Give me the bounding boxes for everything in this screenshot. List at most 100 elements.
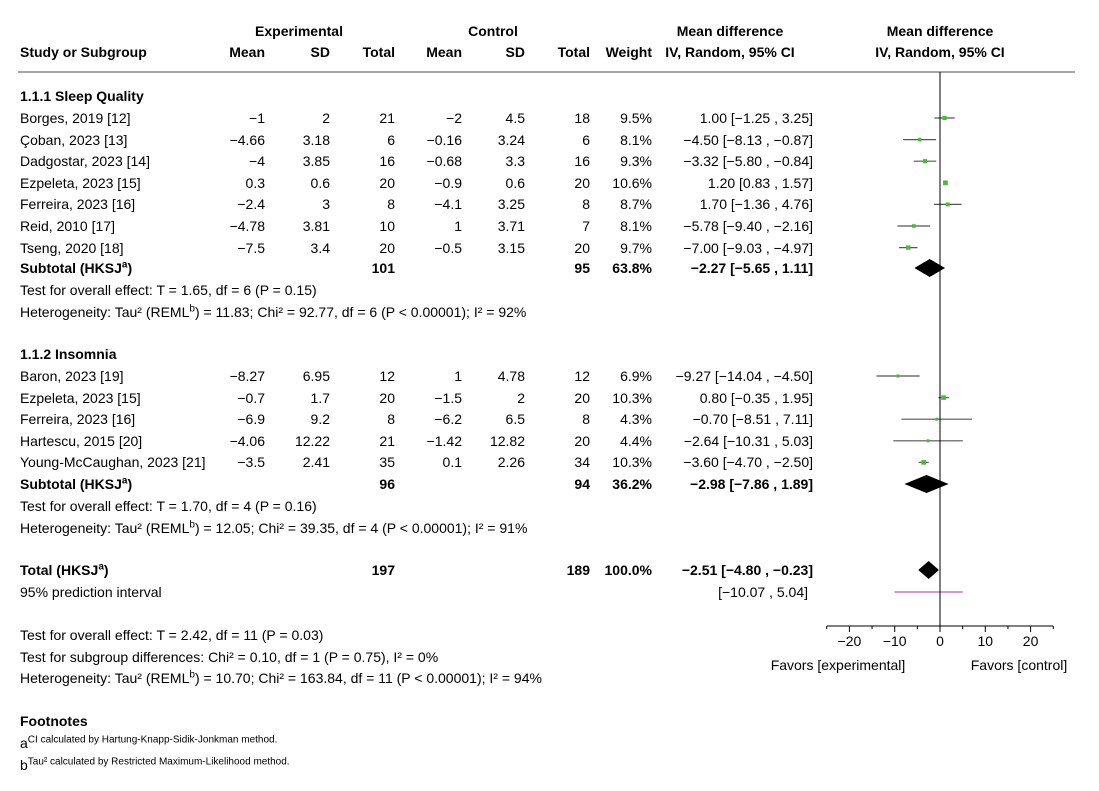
study-ci: −9.27 [−14.04 , −4.50] [675, 368, 813, 384]
study-weight: 8.1% [620, 218, 652, 234]
study-e-sd: 9.2 [310, 411, 330, 428]
subtotal-ci: −2.98 [−7.86 , 1.89] [690, 476, 813, 492]
study-weight: 9.7% [620, 239, 652, 256]
study-c-mean: −4.1 [434, 196, 462, 213]
subtotal-label-text2: ) [127, 476, 133, 492]
study-c-total: 16 [574, 153, 590, 170]
study-e-total: 10 [379, 218, 395, 234]
study-e-total: 21 [379, 110, 395, 126]
header-experimental: Experimental [255, 23, 343, 39]
header-study: Study or Subgroup [20, 44, 147, 60]
footnote-a-sup: CI calculated by Hartung-Knapp-Sidik-Jon… [27, 734, 278, 746]
total-weight: 100.0% [604, 562, 652, 578]
study-e-sd: 2.41 [302, 454, 330, 471]
subtotal-label: Subtotal (HKSJa) [20, 476, 132, 492]
study-ci: 1.20 [0.83 , 1.57] [707, 174, 813, 191]
study-e-sd: 0.6 [310, 174, 330, 191]
overall-test-effect: Test for overall effect: T = 2.42, df = … [20, 627, 324, 643]
heterogeneity-sup: b [189, 519, 195, 531]
study-point [917, 137, 922, 142]
study-name: Tseng, 2020 [18] [20, 239, 124, 256]
test-overall-effect: Test for overall effect: T = 1.70, df = … [20, 498, 317, 514]
footnotes-title: Footnotes [20, 713, 88, 729]
study-point [935, 417, 939, 421]
study-c-total: 20 [574, 432, 590, 449]
study-weight: 10.3% [612, 389, 652, 406]
study-e-mean: −3.5 [237, 454, 265, 471]
subtotal-label-text: Subtotal (HKSJ [20, 260, 122, 276]
total-label-text2: ) [103, 562, 109, 578]
footnote-a-text: a [20, 735, 28, 751]
study-e-mean: −6.9 [237, 411, 265, 428]
total-label-sup: a [98, 561, 104, 573]
study-c-total: 12 [574, 368, 590, 384]
study-weight: 10.3% [612, 454, 652, 471]
study-e-total: 6 [387, 131, 395, 148]
study-point [922, 159, 928, 164]
header-e-total: Total [362, 44, 395, 60]
study-c-sd: 12.82 [489, 432, 525, 449]
study-weight: 4.3% [620, 411, 652, 428]
study-c-total: 18 [574, 110, 590, 126]
study-point [921, 460, 927, 465]
prediction-ci: [−10.07 , 5.04] [718, 584, 808, 600]
study-e-sd: 12.22 [294, 432, 330, 449]
study-e-mean: −7.5 [237, 239, 265, 256]
study-e-sd: 3.85 [302, 153, 330, 170]
study-c-mean: −0.9 [434, 174, 462, 191]
study-c-sd: 3.24 [497, 131, 525, 148]
overall-heterogeneity-text: Heterogeneity: Tau² (REML [20, 670, 190, 686]
x-axis-tick-label: 20 [1022, 633, 1039, 649]
study-e-mean: −4.06 [229, 432, 265, 449]
study-point [926, 439, 930, 443]
study-ci: −3.32 [−5.80 , −0.84] [683, 153, 813, 170]
study-name: Young-McCaughan, 2023 [21] [20, 454, 206, 471]
study-e-sd: 2 [322, 110, 330, 126]
study-ci: 0.80 [−0.35 , 1.95] [699, 389, 813, 406]
study-ci: 1.00 [−1.25 , 3.25] [699, 110, 813, 126]
heterogeneity-text2: ) = 11.83; Chi² = 92.77, df = 6 (P < 0.0… [194, 304, 527, 320]
study-e-total: 12 [379, 368, 395, 384]
study-e-total: 21 [379, 432, 395, 449]
study-weight: 9.5% [620, 110, 652, 126]
study-e-sd: 3 [322, 196, 330, 213]
study-point [906, 245, 911, 250]
header-e-sd: SD [310, 44, 330, 60]
header-c-sd: SD [505, 44, 525, 60]
study-name: Borges, 2019 [12] [20, 110, 131, 126]
group-title: 1.1.2 Insomnia [20, 346, 117, 362]
study-c-sd: 3.25 [497, 196, 525, 213]
study-point [942, 115, 947, 121]
subtotal-label-sup: a [121, 259, 128, 271]
study-ci: −5.78 [−9.40 , −2.16] [683, 218, 813, 234]
study-e-total: 20 [379, 174, 395, 191]
favors-control: Favors [control] [970, 657, 1068, 673]
header-md-top: Mean difference [676, 23, 784, 39]
study-c-mean: 0.1 [442, 454, 462, 471]
total-c-total: 189 [566, 562, 590, 578]
study-c-mean: 1 [454, 218, 462, 234]
study-c-total: 6 [582, 131, 590, 148]
study-name: Dadgostar, 2023 [14] [20, 153, 150, 170]
study-e-total: 35 [379, 454, 395, 471]
x-axis-tick-label: −10 [882, 633, 907, 649]
study-ci: −2.64 [−10.31 , 5.03] [683, 432, 813, 449]
heterogeneity-text2: ) = 12.05; Chi² = 39.35, df = 4 (P < 0.0… [194, 520, 528, 536]
subtotal-ci: −2.27 [−5.65 , 1.11] [690, 260, 813, 276]
overall-heterogeneity-sup: b [189, 669, 195, 681]
footnote-b: bTau² calculated by Restricted Maximum-L… [20, 757, 290, 773]
study-weight: 10.6% [612, 174, 652, 191]
total-label: Total (HKSJa) [20, 562, 109, 578]
study-c-sd: 2.26 [497, 454, 525, 471]
subgroup-differences: Test for subgroup differences: Chi² = 0.… [20, 649, 439, 665]
study-e-mean: 0.3 [245, 174, 265, 191]
total-label-text: Total (HKSJ [20, 562, 99, 578]
study-name: Çoban, 2023 [13] [20, 131, 128, 148]
subtotal-c-total: 94 [574, 476, 590, 492]
study-weight: 4.4% [620, 432, 652, 449]
study-e-mean: −2.4 [237, 196, 265, 213]
subtotal-weight: 36.2% [612, 476, 652, 492]
study-ci: 1.70 [−1.36 , 4.76] [699, 196, 813, 213]
